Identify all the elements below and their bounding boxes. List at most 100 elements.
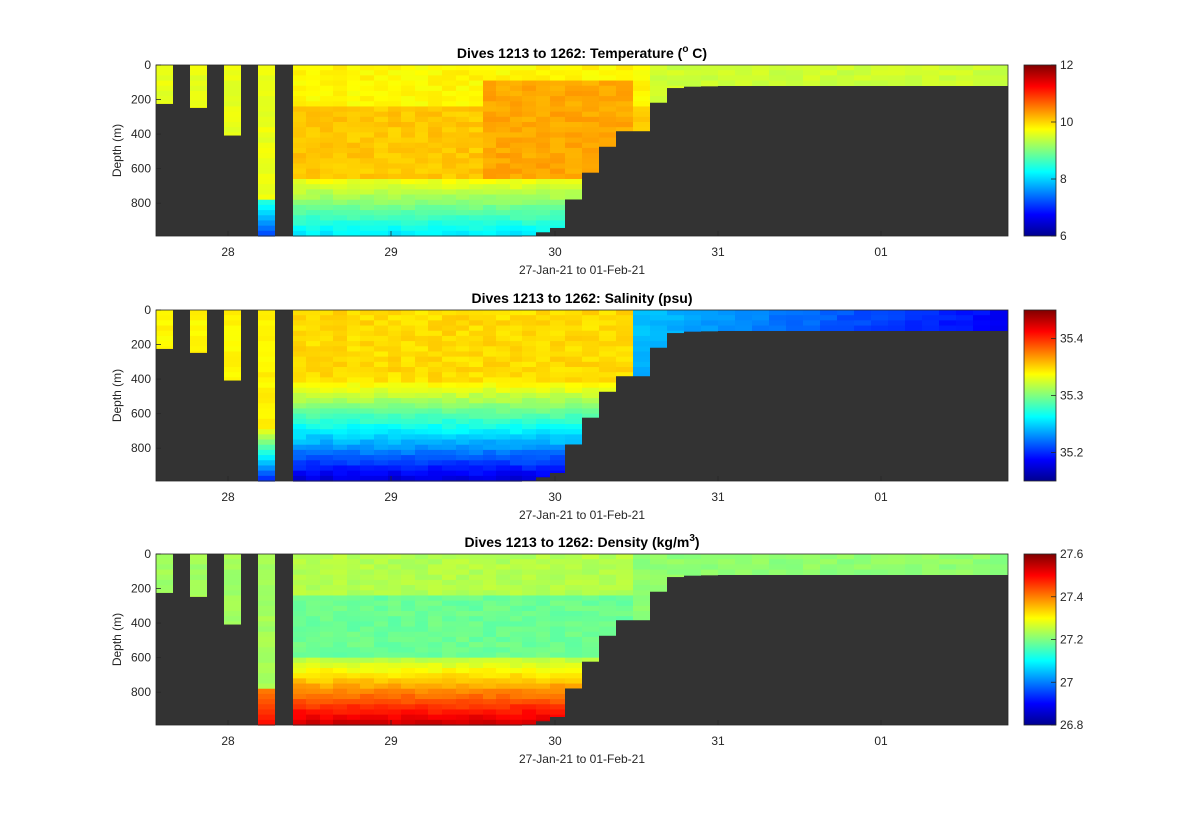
heatmap-cell — [401, 408, 415, 415]
heatmap-cell — [293, 616, 306, 622]
heatmap-cell — [510, 444, 522, 451]
heatmap-cell — [442, 163, 456, 170]
heatmap-cell — [565, 590, 582, 597]
heatmap-cell — [469, 230, 483, 237]
heatmap-cell — [616, 341, 633, 347]
heatmap-cell — [320, 678, 333, 685]
heatmap-cell — [496, 158, 510, 165]
heatmap-cell — [939, 70, 956, 76]
heatmap-cell — [360, 194, 374, 201]
heatmap-cell — [401, 320, 415, 327]
heatmap-cell — [306, 662, 320, 669]
heatmap-cell — [415, 96, 428, 102]
heatmap-cell — [469, 310, 483, 316]
heatmap-cell — [496, 600, 510, 607]
heatmap-cell — [582, 398, 599, 404]
heatmap-cell — [415, 367, 428, 373]
heatmap-cell — [306, 688, 320, 695]
heatmap-cell — [522, 424, 536, 430]
heatmap-cell — [374, 116, 388, 123]
heatmap-cell — [522, 475, 536, 481]
heatmap-cell — [360, 413, 374, 420]
heatmap-cell — [258, 356, 275, 363]
heatmap-cell — [306, 595, 320, 602]
heatmap-cell — [483, 367, 496, 373]
heatmap-cell — [442, 341, 456, 347]
heatmap-cell — [360, 184, 374, 190]
heatmap-cell — [360, 225, 374, 232]
heatmap-cell — [496, 382, 510, 389]
heatmap-cell — [599, 590, 616, 597]
heatmap-cell — [258, 387, 275, 394]
heatmap-cell — [333, 668, 347, 674]
heatmap-cell — [469, 361, 483, 368]
heatmap-cell — [401, 429, 415, 435]
heatmap-cell — [871, 80, 888, 86]
heatmap-cell — [667, 70, 684, 76]
heatmap-cell — [224, 320, 241, 327]
heatmap-cell — [415, 158, 428, 165]
heatmap-cell — [306, 429, 320, 435]
heatmap-cell — [650, 65, 667, 71]
heatmap-cell — [374, 142, 388, 149]
heatmap-cell — [496, 590, 510, 597]
heatmap-cell — [333, 590, 347, 597]
heatmap-cell — [306, 361, 320, 368]
heatmap-cell — [582, 330, 599, 337]
heatmap-cell — [536, 688, 550, 695]
heatmap-cell — [496, 377, 510, 384]
heatmap-cell — [293, 75, 306, 82]
heatmap-cell — [536, 590, 550, 597]
heatmap-cell — [786, 75, 803, 82]
heatmap-cell — [522, 158, 536, 165]
heatmap-cell — [258, 111, 275, 118]
heatmap-cell — [333, 688, 347, 695]
heatmap-cell — [469, 225, 483, 232]
heatmap-cell — [442, 127, 456, 133]
heatmap-cell — [769, 320, 786, 327]
heatmap-cell — [347, 678, 360, 685]
heatmap-cell — [442, 636, 456, 643]
heatmap-cell — [360, 418, 374, 425]
heatmap-cell — [347, 585, 360, 591]
heatmap-cell — [415, 554, 428, 560]
heatmap-cell — [442, 657, 456, 664]
heatmap-cell — [496, 132, 510, 139]
heatmap-cell — [510, 330, 522, 337]
heatmap-cell — [510, 351, 522, 358]
heatmap-cell — [483, 210, 496, 216]
heatmap-cell — [769, 80, 786, 86]
heatmap-cell — [388, 320, 401, 327]
heatmap-cell — [293, 225, 306, 232]
heatmap-cell — [550, 465, 565, 472]
heatmap-cell — [388, 621, 401, 628]
colorbar-tick-label: 6 — [1060, 229, 1067, 243]
heatmap-cell — [320, 101, 333, 108]
heatmap-cell — [320, 564, 333, 571]
heatmap-cell — [483, 403, 496, 410]
heatmap-cell — [483, 595, 496, 602]
heatmap-cell — [360, 147, 374, 154]
heatmap-cell — [667, 574, 684, 578]
heatmap-cell — [415, 605, 428, 612]
x-tick-label: 30 — [548, 490, 562, 504]
heatmap-cell — [415, 408, 428, 415]
heatmap-cell — [415, 704, 428, 711]
heatmap-cell — [469, 434, 483, 441]
heatmap-cell — [333, 673, 347, 679]
heatmap-cell — [388, 341, 401, 347]
heatmap-cell — [374, 132, 388, 139]
heatmap-cell — [803, 325, 820, 331]
heatmap-cell — [510, 657, 522, 664]
heatmap-cell — [415, 636, 428, 643]
heatmap-cell — [456, 460, 469, 467]
heatmap-cell — [428, 210, 442, 216]
heatmap-cell — [224, 554, 241, 560]
heatmap-cell — [258, 116, 275, 123]
heatmap-cell — [939, 65, 956, 71]
heatmap-cell — [415, 147, 428, 154]
heatmap-cell — [320, 403, 333, 410]
heatmap-cell — [360, 434, 374, 441]
heatmap-cell — [616, 335, 633, 342]
heatmap-cell — [536, 106, 550, 113]
